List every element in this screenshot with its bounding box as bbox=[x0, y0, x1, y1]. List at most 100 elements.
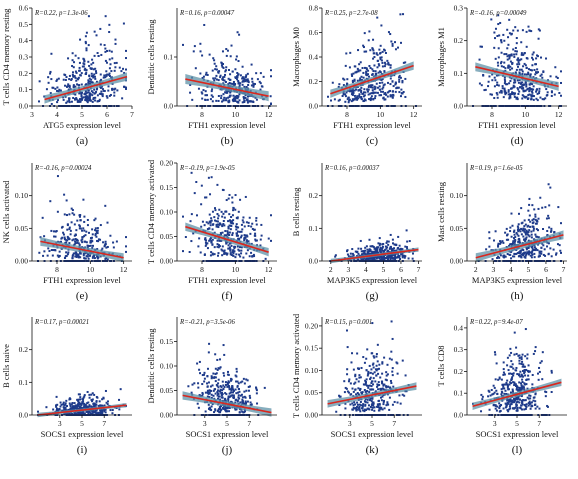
data-point bbox=[113, 94, 116, 97]
data-point bbox=[517, 59, 520, 62]
data-point bbox=[378, 244, 381, 247]
data-point bbox=[101, 247, 104, 250]
data-point bbox=[215, 68, 218, 71]
data-point bbox=[234, 68, 237, 71]
data-point bbox=[388, 408, 391, 411]
data-point bbox=[522, 365, 525, 368]
data-point bbox=[210, 393, 213, 396]
data-point bbox=[228, 381, 231, 384]
data-point bbox=[66, 253, 69, 256]
data-point bbox=[270, 102, 272, 105]
data-point bbox=[221, 50, 224, 53]
data-point bbox=[81, 402, 84, 405]
data-point bbox=[547, 183, 550, 186]
data-point bbox=[520, 233, 523, 236]
x-axis-label: FTH1 expression level bbox=[188, 120, 266, 130]
data-point bbox=[66, 235, 69, 238]
data-point bbox=[354, 97, 357, 100]
data-point bbox=[401, 79, 404, 82]
data-point bbox=[368, 250, 371, 253]
y-tick-label: 0.20 bbox=[305, 321, 318, 330]
data-point bbox=[204, 410, 207, 413]
data-point bbox=[509, 372, 512, 375]
data-point bbox=[539, 196, 542, 199]
data-point bbox=[213, 246, 216, 249]
data-point bbox=[496, 392, 499, 395]
data-point bbox=[555, 253, 557, 256]
data-point bbox=[513, 81, 516, 84]
data-point bbox=[512, 48, 515, 51]
data-point bbox=[535, 97, 538, 100]
data-point bbox=[513, 252, 516, 255]
data-point bbox=[509, 347, 512, 350]
data-point bbox=[220, 248, 223, 251]
data-point bbox=[364, 380, 367, 383]
data-point bbox=[526, 387, 529, 390]
data-point bbox=[366, 251, 369, 254]
data-point bbox=[239, 394, 242, 397]
data-point bbox=[376, 383, 379, 386]
data-point bbox=[506, 409, 509, 412]
data-point bbox=[363, 410, 366, 413]
data-point bbox=[377, 63, 380, 66]
data-point bbox=[493, 239, 496, 242]
data-point bbox=[220, 392, 223, 395]
data-point bbox=[382, 401, 385, 404]
data-point bbox=[373, 356, 376, 359]
data-point bbox=[545, 57, 548, 60]
data-point bbox=[218, 411, 221, 414]
data-point bbox=[371, 397, 374, 400]
data-point bbox=[43, 235, 46, 238]
data-point bbox=[104, 50, 107, 53]
data-point bbox=[59, 405, 62, 408]
data-point bbox=[74, 85, 77, 88]
data-point bbox=[359, 69, 362, 72]
data-points bbox=[329, 229, 416, 262]
data-point bbox=[242, 79, 245, 82]
data-point bbox=[245, 239, 248, 242]
data-point bbox=[524, 96, 527, 99]
data-point bbox=[115, 61, 118, 64]
y-tick-label: 0.0 bbox=[19, 411, 29, 420]
data-point bbox=[495, 362, 498, 365]
data-point bbox=[363, 66, 366, 69]
data-point bbox=[362, 403, 365, 406]
data-point bbox=[543, 98, 546, 101]
data-point bbox=[351, 352, 354, 355]
data-point bbox=[84, 96, 87, 98]
data-point bbox=[236, 380, 239, 383]
data-point bbox=[366, 389, 369, 392]
data-point bbox=[545, 391, 548, 394]
data-point bbox=[62, 78, 65, 81]
data-point bbox=[412, 252, 414, 255]
data-point bbox=[100, 409, 103, 412]
x-tick-label: 3 bbox=[346, 265, 350, 274]
data-point bbox=[518, 255, 521, 258]
data-point bbox=[246, 95, 249, 98]
data-point bbox=[358, 389, 361, 392]
data-point bbox=[538, 251, 541, 254]
y-tick-label: 0.0 bbox=[309, 257, 319, 266]
data-point bbox=[535, 247, 538, 250]
data-point bbox=[238, 249, 241, 252]
data-point bbox=[540, 252, 543, 255]
data-point bbox=[375, 72, 378, 75]
data-point bbox=[391, 96, 394, 99]
data-point bbox=[125, 86, 127, 89]
data-point bbox=[255, 392, 258, 395]
data-point bbox=[240, 252, 243, 255]
data-point bbox=[513, 53, 516, 56]
data-point bbox=[217, 246, 220, 249]
data-point bbox=[525, 368, 528, 371]
data-point bbox=[247, 240, 250, 243]
data-point bbox=[240, 223, 243, 226]
data-point bbox=[366, 407, 369, 410]
data-point bbox=[224, 69, 227, 72]
x-tick-label: 7 bbox=[392, 419, 396, 428]
data-point bbox=[345, 91, 348, 94]
data-point bbox=[381, 65, 384, 68]
data-point bbox=[262, 75, 265, 78]
data-point bbox=[520, 382, 523, 385]
data-point bbox=[125, 236, 127, 239]
data-point bbox=[391, 44, 394, 47]
